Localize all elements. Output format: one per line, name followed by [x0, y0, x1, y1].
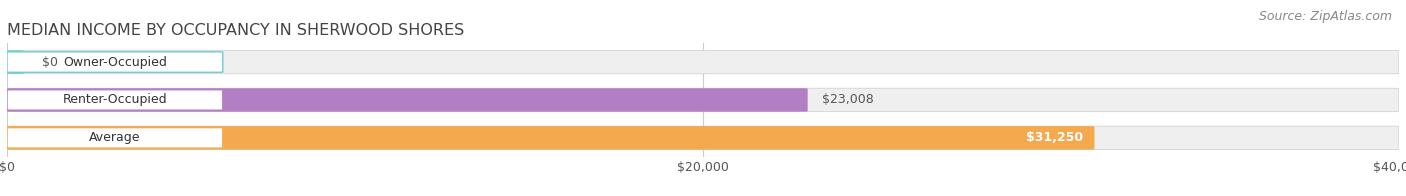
Text: Owner-Occupied: Owner-Occupied	[63, 56, 167, 69]
FancyBboxPatch shape	[7, 88, 1399, 112]
Text: Renter-Occupied: Renter-Occupied	[63, 93, 167, 106]
FancyBboxPatch shape	[7, 50, 1399, 74]
Text: $0: $0	[42, 56, 58, 69]
Text: $23,008: $23,008	[821, 93, 873, 106]
FancyBboxPatch shape	[7, 52, 222, 72]
FancyBboxPatch shape	[7, 126, 1399, 150]
FancyBboxPatch shape	[7, 126, 1094, 150]
FancyBboxPatch shape	[7, 50, 24, 74]
Text: MEDIAN INCOME BY OCCUPANCY IN SHERWOOD SHORES: MEDIAN INCOME BY OCCUPANCY IN SHERWOOD S…	[7, 23, 464, 38]
Text: $31,250: $31,250	[1026, 131, 1084, 144]
FancyBboxPatch shape	[7, 128, 222, 148]
Text: Source: ZipAtlas.com: Source: ZipAtlas.com	[1258, 10, 1392, 23]
Text: Average: Average	[89, 131, 141, 144]
FancyBboxPatch shape	[7, 88, 807, 112]
FancyBboxPatch shape	[7, 90, 222, 110]
